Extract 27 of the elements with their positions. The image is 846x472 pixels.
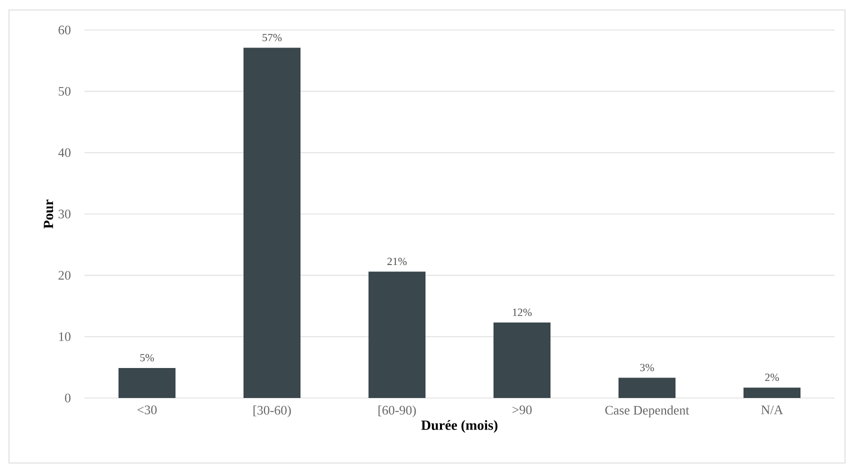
x-tick-label: [60-90): [378, 406, 416, 418]
y-tick-label: 60: [58, 26, 70, 34]
bar: [744, 388, 801, 398]
y-tick-label: 10: [59, 332, 70, 342]
data-label: 57%: [262, 34, 282, 42]
bar: [244, 48, 301, 398]
y-tick-label: 40: [58, 148, 70, 158]
y-tick-label: 20: [58, 270, 70, 280]
data-label: 5%: [140, 354, 154, 362]
x-tick-label: <30: [138, 406, 157, 414]
y-tick-label: 0: [65, 394, 70, 402]
bar: [618, 378, 676, 398]
x-tick-label: Case Dependent: [605, 406, 690, 418]
x-axis-title: Durée (mois): [421, 420, 498, 433]
y-tick-label: 50: [58, 86, 70, 96]
bar: [494, 322, 551, 398]
data-label: 3%: [640, 364, 654, 372]
bar: [368, 272, 426, 398]
data-label: 21%: [387, 258, 407, 266]
y-axis-title: Pour: [44, 200, 54, 228]
x-tick-label: [30-60): [254, 406, 291, 418]
y-tick-label: 30: [58, 210, 70, 218]
x-tick-label: N/A: [761, 406, 784, 414]
bar: [118, 368, 176, 398]
x-tick-label: >90: [512, 406, 532, 414]
data-label: 2%: [765, 374, 779, 382]
data-label: 12%: [512, 308, 532, 316]
